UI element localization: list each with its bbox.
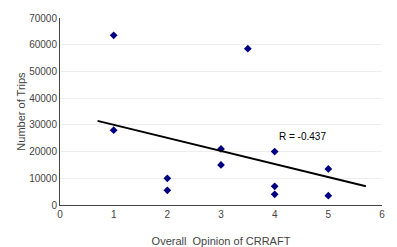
- svg-text:4: 4: [272, 209, 278, 220]
- svg-text:6: 6: [379, 209, 385, 220]
- svg-text:70000: 70000: [29, 13, 57, 24]
- svg-text:30000: 30000: [29, 119, 57, 130]
- svg-text:2: 2: [165, 209, 171, 220]
- svg-text:40000: 40000: [29, 93, 57, 104]
- svg-text:R = -0.437: R = -0.437: [279, 131, 326, 142]
- svg-text:Number of Trips: Number of Trips: [15, 72, 27, 151]
- svg-text:20000: 20000: [29, 146, 57, 157]
- svg-text:0: 0: [51, 200, 57, 211]
- svg-text:50000: 50000: [29, 66, 57, 77]
- svg-text:0: 0: [57, 209, 63, 220]
- svg-text:60000: 60000: [29, 39, 57, 50]
- svg-text:10000: 10000: [29, 173, 57, 184]
- svg-text:Overall Opinion of CRRAFT: Overall Opinion of CRRAFT: [152, 235, 291, 247]
- svg-text:3: 3: [218, 209, 224, 220]
- svg-text:1: 1: [111, 209, 117, 220]
- svg-text:5: 5: [326, 209, 332, 220]
